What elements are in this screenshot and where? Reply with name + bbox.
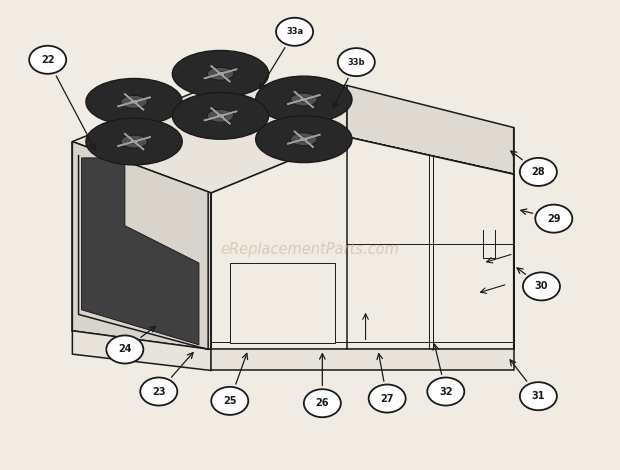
Circle shape [29,46,66,74]
Text: 32: 32 [439,386,453,397]
Ellipse shape [216,114,225,118]
Text: 25: 25 [223,396,236,406]
Polygon shape [230,263,335,344]
Ellipse shape [299,137,308,141]
Text: 27: 27 [381,393,394,404]
Ellipse shape [207,110,234,122]
Circle shape [276,18,313,46]
Polygon shape [347,137,514,350]
Circle shape [520,382,557,410]
Polygon shape [347,137,514,350]
Text: 33b: 33b [348,58,365,67]
Text: 23: 23 [152,386,166,397]
Polygon shape [347,86,514,174]
Ellipse shape [121,135,148,148]
Circle shape [304,389,341,417]
Ellipse shape [207,67,234,80]
Ellipse shape [121,95,148,108]
Circle shape [211,387,248,415]
Text: 30: 30 [534,282,548,291]
Polygon shape [73,141,211,350]
Polygon shape [211,350,514,370]
Ellipse shape [130,140,138,144]
Circle shape [369,384,405,413]
Ellipse shape [255,116,352,163]
Circle shape [338,48,375,76]
Ellipse shape [86,118,182,165]
Circle shape [535,204,572,233]
Text: 28: 28 [531,167,545,177]
Polygon shape [82,158,199,345]
Circle shape [140,377,177,406]
Polygon shape [211,137,514,350]
Ellipse shape [172,93,268,139]
Text: 22: 22 [41,55,55,65]
Ellipse shape [299,97,308,102]
Text: 24: 24 [118,345,131,354]
Ellipse shape [216,72,225,76]
Ellipse shape [172,50,268,97]
Text: 31: 31 [531,391,545,401]
Text: eReplacementParts.com: eReplacementParts.com [221,242,399,257]
Text: 29: 29 [547,214,560,224]
Polygon shape [73,331,211,370]
Ellipse shape [255,76,352,123]
Ellipse shape [130,100,138,104]
Ellipse shape [291,133,317,146]
Ellipse shape [86,78,182,125]
Ellipse shape [291,93,317,106]
Circle shape [520,158,557,186]
Text: 26: 26 [316,398,329,408]
Text: 33a: 33a [286,27,303,36]
Polygon shape [73,86,347,193]
Circle shape [106,336,143,363]
Circle shape [427,377,464,406]
Circle shape [523,273,560,300]
